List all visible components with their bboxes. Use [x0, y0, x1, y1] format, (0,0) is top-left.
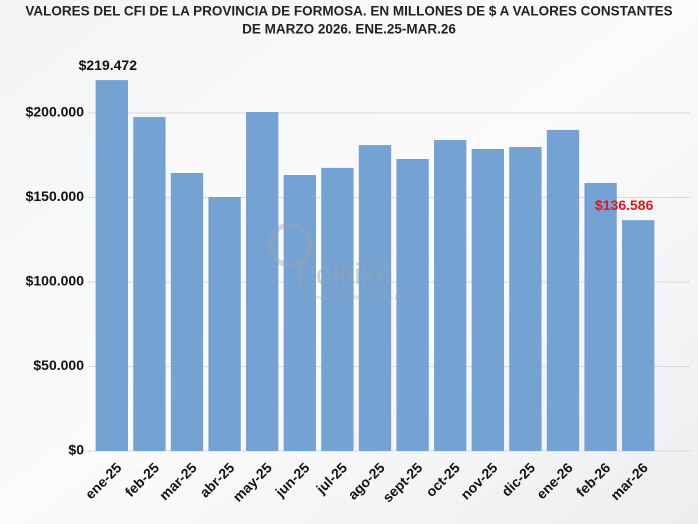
bar — [546, 129, 580, 451]
watermark-logo — [267, 222, 313, 268]
chart-title: VALORES DEL CFI DE LA PROVINCIA DE FORMO… — [25, 4, 672, 19]
bar — [208, 196, 241, 451]
watermark: Politiké — [296, 258, 393, 291]
y-tick-label: $100.000 — [26, 273, 85, 289]
bar — [509, 146, 542, 451]
bar — [95, 80, 128, 452]
bar — [471, 148, 504, 451]
plot-area: $0$50.000$100.000$150.000$200.000ene-25$… — [26, 57, 690, 505]
y-tick-label: $150.000 — [26, 188, 85, 204]
bar — [283, 175, 316, 451]
y-tick-label: $50.000 — [33, 357, 84, 373]
bar — [584, 182, 617, 451]
bar — [434, 140, 467, 452]
watermark-caption: Observatorio de políticas públicas Formo… — [303, 296, 419, 302]
bar — [358, 145, 392, 452]
chart-subtitle: DE MARZO 2026. ENE.25-MAR.26 — [242, 22, 456, 37]
y-tick-label: $200.000 — [26, 104, 85, 120]
bar — [622, 220, 655, 451]
bar — [396, 158, 429, 451]
bar — [170, 172, 204, 451]
bar — [246, 111, 279, 452]
bar — [133, 117, 166, 451]
data-label: $136.586 — [595, 197, 654, 213]
y-tick-label: $0 — [68, 442, 84, 458]
data-label: $219.472 — [79, 57, 138, 73]
bar — [321, 167, 354, 452]
